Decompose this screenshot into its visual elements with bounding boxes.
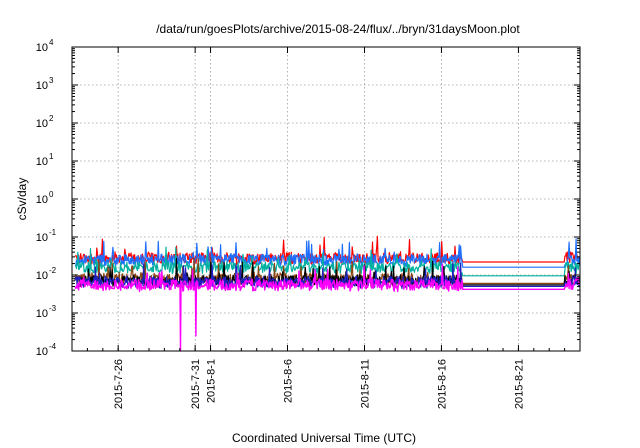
y-tick-label: 10	[36, 346, 48, 358]
y-tick-label: 10	[36, 156, 48, 168]
series-line	[74, 263, 581, 352]
y-tick-exponent: 1	[49, 152, 54, 161]
y-tick-exponent: 2	[49, 114, 54, 123]
y-tick-exponent: -3	[49, 304, 57, 313]
y-tick-label: 10	[36, 270, 48, 282]
y-tick-exponent: 4	[49, 38, 54, 47]
x-axis-label: Coordinated Universal Time (UTC)	[232, 431, 416, 445]
chart-title: /data/run/goesPlots/archive/2015-08-24/f…	[156, 22, 520, 36]
series-line	[74, 238, 581, 268]
x-tick-label: 2015-8-16	[436, 359, 448, 409]
y-tick-label: 10	[36, 194, 48, 206]
y-tick-exponent: 3	[49, 76, 54, 85]
series-group	[74, 235, 581, 352]
x-tick-label: 2015-8-21	[513, 359, 525, 409]
y-tick-label: 10	[36, 42, 48, 54]
x-tick-label: 2015-7-26	[113, 359, 125, 409]
y-tick-exponent: 0	[49, 190, 54, 199]
x-tick-label: 2015-7-31	[190, 359, 202, 409]
y-tick-label: 10	[36, 118, 48, 130]
y-tick-label: 10	[36, 232, 48, 244]
x-tick-label: 2015-8-6	[283, 359, 295, 403]
grid	[72, 47, 580, 351]
x-tick-label: 2015-8-1	[206, 359, 218, 403]
x-tick-label: 2015-8-11	[359, 359, 371, 408]
y-tick-label: 10	[36, 80, 48, 92]
series-line	[74, 246, 581, 277]
y-tick-exponent: -2	[49, 266, 57, 275]
x-axis: 2015-7-26 2015-7-31 2015-8-1 2015-8-6 2015-8…	[71, 47, 581, 409]
y-axis-label: cSv/day	[15, 178, 29, 221]
y-tick-exponent: -1	[49, 228, 57, 237]
y-tick-label: 10	[36, 308, 48, 320]
y-tick-exponent: -4	[49, 342, 57, 351]
